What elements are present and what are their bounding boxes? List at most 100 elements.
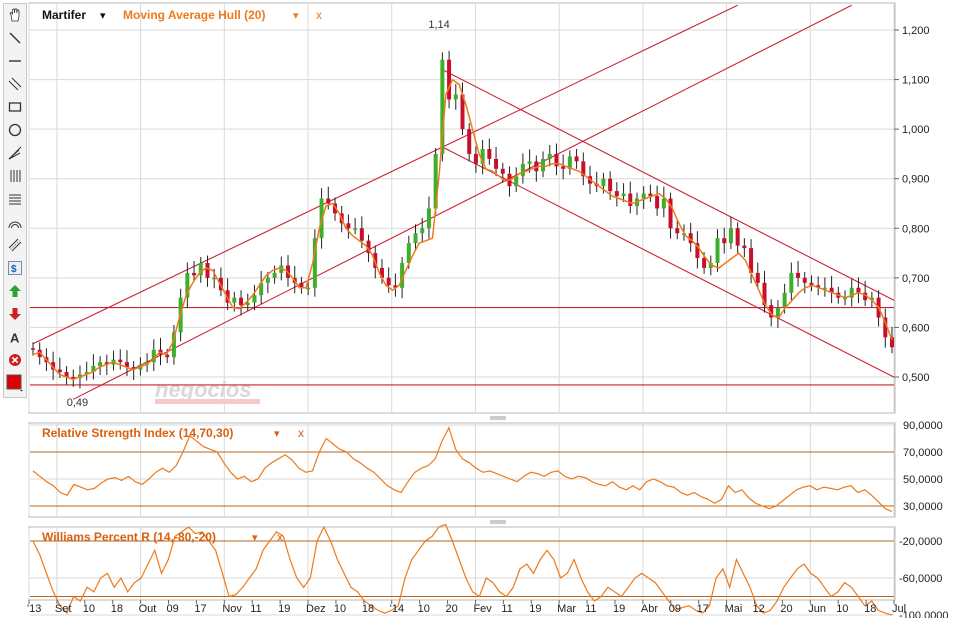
williams-dropdown-icon[interactable]: ▾: [252, 532, 258, 544]
candle-body: [57, 369, 62, 373]
channel-line: [442, 69, 894, 301]
candle-body: [433, 153, 438, 209]
rsi-close-icon[interactable]: x: [298, 426, 304, 440]
candle-body: [440, 59, 445, 154]
color-picker-icon[interactable]: [5, 373, 25, 393]
candle-body: [520, 163, 525, 177]
williams-close-icon[interactable]: x: [277, 530, 283, 544]
candle-body: [769, 305, 774, 318]
candle-body: [890, 337, 894, 348]
candle-body: [332, 203, 337, 214]
fibonacci-fan-icon[interactable]: [5, 189, 25, 209]
candle-body: [816, 285, 821, 288]
channel-line: [442, 146, 894, 378]
arrow-up-icon[interactable]: [5, 281, 25, 301]
candle-body: [299, 282, 304, 288]
candle-body: [406, 243, 411, 263]
arc-icon[interactable]: [5, 212, 25, 232]
indicator-dropdown-icon[interactable]: ▾: [293, 10, 299, 22]
price-y-label: 1,100: [902, 75, 930, 87]
rsi-title[interactable]: Relative Strength Index (14,70,30): [42, 426, 233, 440]
candle-body: [514, 176, 519, 187]
x-axis-label: '13: [27, 603, 41, 615]
candle-body: [426, 208, 431, 229]
candle-body: [809, 282, 814, 286]
candle-body: [728, 228, 733, 244]
williams-y-label: -20,0000: [899, 536, 942, 548]
high-annotation: 1,14: [428, 19, 449, 31]
rsi-panel: [28, 422, 896, 518]
rsi-series: [30, 426, 894, 512]
dollar-icon[interactable]: $: [5, 258, 25, 278]
candle-body: [386, 277, 391, 286]
indicator-close-icon[interactable]: x: [316, 8, 322, 22]
pitchfork-icon[interactable]: [5, 143, 25, 163]
panel-splitter-1[interactable]: [490, 416, 506, 420]
candle-body: [500, 168, 505, 174]
candle-body: [84, 372, 89, 375]
candle-body: [71, 377, 76, 379]
candle-body: [400, 262, 405, 288]
x-axis-label: Jun: [808, 603, 826, 615]
candle-body: [655, 196, 660, 209]
candle-body: [641, 193, 646, 199]
candle-body: [31, 348, 35, 350]
candle-body: [205, 262, 210, 278]
x-axis-label: 19: [613, 603, 625, 615]
price-y-label: 0,800: [902, 223, 930, 235]
ellipse-icon[interactable]: [5, 120, 25, 140]
candle-body: [675, 228, 680, 234]
arrow-down-icon[interactable]: [5, 304, 25, 324]
candle-body: [239, 297, 244, 306]
symbol-dropdown-icon[interactable]: ▾: [100, 10, 106, 22]
text-icon[interactable]: A: [5, 327, 25, 347]
candle-body: [460, 94, 465, 130]
candle-body: [359, 228, 364, 241]
rectangle-icon[interactable]: [5, 97, 25, 117]
x-axis-label: 10: [334, 603, 346, 615]
candle-body: [393, 285, 398, 288]
candle-body: [722, 238, 727, 244]
candle-body: [366, 240, 371, 254]
trend-channel-lines[interactable]: [32, 4, 905, 400]
panel-splitter-2[interactable]: [490, 520, 506, 524]
x-axis-label: 18: [864, 603, 876, 615]
channel-icon[interactable]: [5, 235, 25, 255]
channel-line: [73, 4, 852, 400]
candle-body: [735, 228, 740, 246]
candle-body: [863, 292, 868, 301]
candle-body: [480, 148, 485, 164]
hand-icon[interactable]: [5, 5, 25, 25]
candle-body: [541, 158, 546, 172]
delete-icon[interactable]: [5, 350, 25, 370]
candle-body: [379, 267, 384, 278]
candle-body: [104, 362, 109, 365]
x-axis-label: 20: [780, 603, 792, 615]
parallel-lines-icon[interactable]: [5, 74, 25, 94]
candle-body: [755, 272, 760, 283]
candle-body: [621, 193, 626, 197]
williams-y-label: -100,0000: [899, 610, 949, 618]
x-axis-label: 10: [418, 603, 430, 615]
williams-title[interactable]: Williams Percent R (14,-80,-20): [42, 530, 216, 544]
x-axis-label: 12: [752, 603, 764, 615]
indicator-label[interactable]: Moving Average Hull (20): [123, 8, 265, 22]
svg-text:A: A: [10, 331, 20, 345]
price-y-label: 1,200: [902, 25, 930, 37]
candle-body: [245, 302, 250, 306]
x-axis-label: 18: [111, 603, 123, 615]
x-axis-label: Set: [55, 603, 72, 615]
symbol-label[interactable]: Martifer: [42, 8, 86, 22]
x-axis-label: 19: [278, 603, 290, 615]
candle-body: [37, 349, 42, 358]
x-axis-label: 17: [194, 603, 206, 615]
horizontal-line-icon[interactable]: [5, 51, 25, 71]
fibonacci-icon[interactable]: [5, 166, 25, 186]
line-icon[interactable]: [5, 28, 25, 48]
x-axis-label: 11: [501, 603, 512, 615]
horizontal-lines[interactable]: [30, 307, 894, 386]
rsi-dropdown-icon[interactable]: ▾: [274, 428, 280, 440]
candle-body: [151, 349, 156, 363]
